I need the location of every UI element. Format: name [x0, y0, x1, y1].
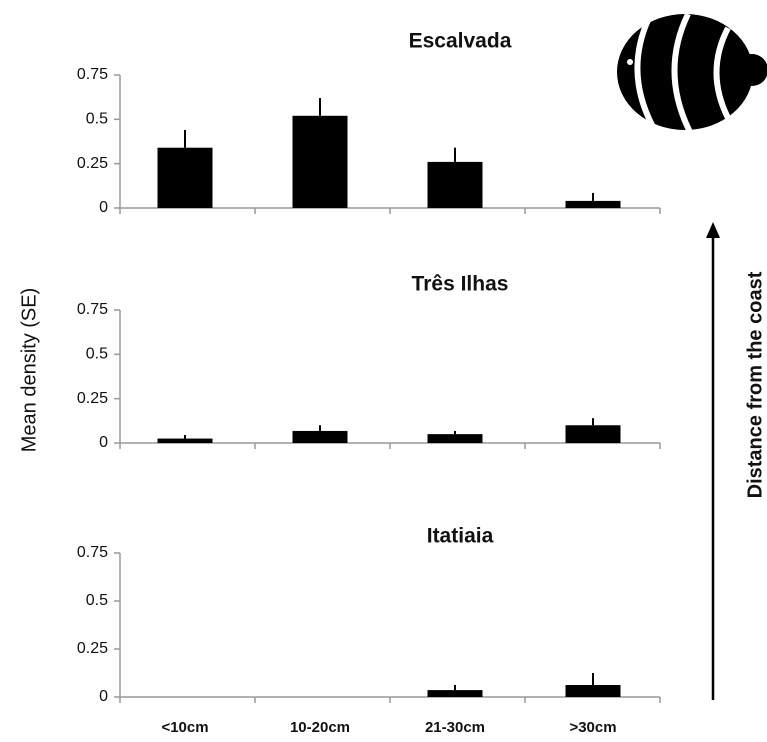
- bar: [293, 116, 348, 208]
- chart-title: Escalvada: [409, 30, 512, 53]
- bar: [566, 201, 621, 208]
- bar: [428, 162, 483, 208]
- annotation: Distance from the coast: [744, 271, 766, 498]
- y-tick-label: 0: [99, 434, 108, 451]
- y-tick-label: 0.75: [77, 301, 108, 318]
- y-tick-label: 0.5: [86, 346, 108, 363]
- bar: [566, 425, 621, 443]
- y-tick-label: 0.75: [77, 66, 108, 83]
- x-tick-label: 21-30cm: [425, 719, 485, 736]
- figure: Mean density (SE) Distance from the coas…: [0, 0, 767, 742]
- y-tick-label: 0.25: [77, 390, 108, 407]
- chart-title: Três Ilhas: [412, 273, 509, 296]
- y-tick-label: 0.5: [86, 111, 108, 128]
- y-tick-label: 0: [99, 199, 108, 216]
- y-tick-label: 0.5: [86, 592, 108, 609]
- bar: [566, 685, 621, 697]
- y-axis-label: Mean density (SE): [18, 288, 40, 453]
- x-tick-label: 10-20cm: [290, 719, 350, 736]
- bar: [158, 148, 213, 208]
- fish-icon: [617, 14, 767, 132]
- arrow-head: [706, 222, 720, 238]
- chart-title: Itatiaia: [427, 525, 494, 548]
- x-tick-label: >30cm: [569, 719, 616, 736]
- y-tick-label: 0.75: [77, 544, 108, 561]
- y-tick-label: 0: [99, 688, 108, 705]
- bar: [293, 431, 348, 443]
- y-tick-label: 0.25: [77, 640, 108, 657]
- y-tick-label: 0.25: [77, 155, 108, 172]
- bar: [428, 434, 483, 443]
- bar: [158, 439, 213, 443]
- bar: [428, 690, 483, 697]
- x-tick-label: <10cm: [161, 719, 208, 736]
